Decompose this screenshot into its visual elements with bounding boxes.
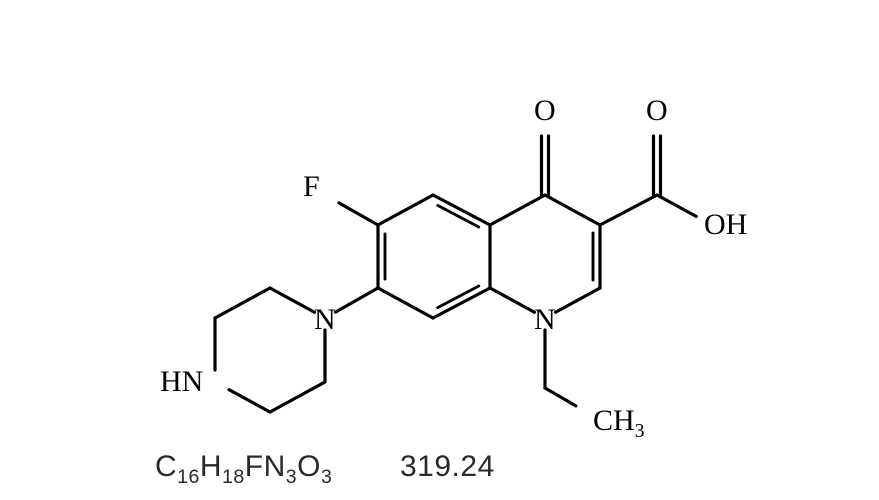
atom-label-HN: HN <box>160 365 203 399</box>
figure-canvas: F O O OH N CH3 N HN C16H18FN3O3 319.24 <box>0 0 879 500</box>
atom-label-OH: OH <box>704 208 747 242</box>
molecular-formula: C16H18FN3O3 <box>155 450 332 484</box>
atom-label-F: F <box>303 170 320 204</box>
atom-label-N_q: N <box>534 303 556 337</box>
atom-label-O1: O <box>534 94 556 128</box>
molecular-weight: 319.24 <box>400 450 495 484</box>
atom-label-CH3: CH3 <box>593 404 644 443</box>
molecule-diagram <box>0 0 879 500</box>
atom-label-N_p1: N <box>314 303 336 337</box>
atom-label-O2: O <box>646 94 668 128</box>
